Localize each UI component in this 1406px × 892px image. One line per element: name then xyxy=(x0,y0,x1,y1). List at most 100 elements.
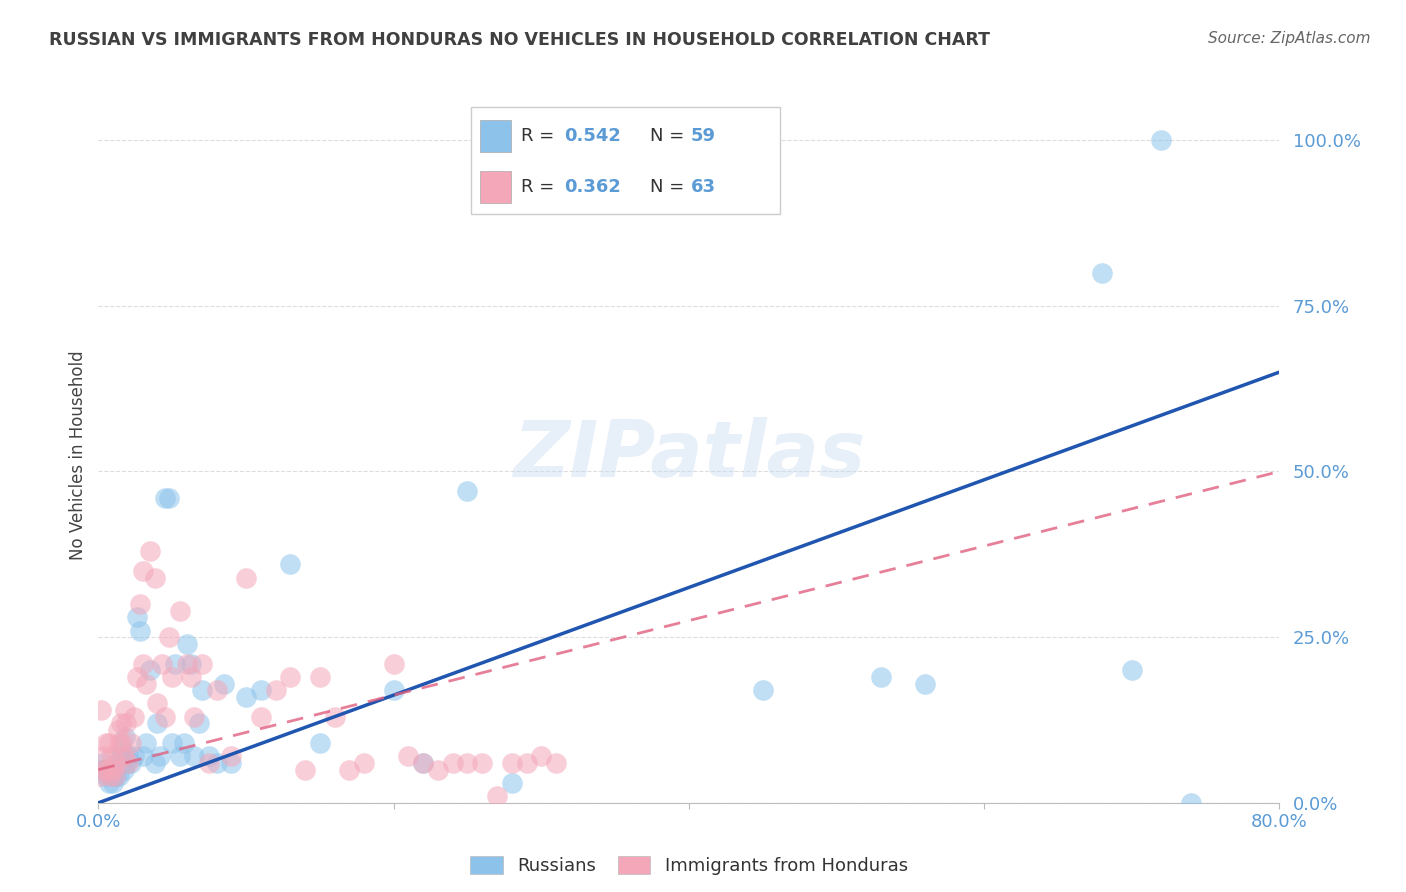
Point xyxy=(110,749,132,764)
Point xyxy=(323,709,346,723)
Point xyxy=(93,763,115,777)
Point xyxy=(97,736,120,750)
Point xyxy=(191,657,214,671)
Text: 59: 59 xyxy=(690,127,716,145)
Point xyxy=(111,743,134,757)
Point xyxy=(396,749,419,764)
Point xyxy=(212,676,235,690)
Point xyxy=(125,610,148,624)
Point xyxy=(108,769,131,783)
Point xyxy=(108,736,131,750)
Point xyxy=(165,657,187,671)
Point xyxy=(122,749,145,764)
Point xyxy=(125,670,148,684)
Point xyxy=(139,544,162,558)
Point xyxy=(143,570,166,584)
Point xyxy=(198,749,221,764)
Point xyxy=(309,670,332,684)
Point xyxy=(135,676,157,690)
Bar xyxy=(481,120,512,152)
Point xyxy=(146,716,169,731)
Point xyxy=(135,736,157,750)
Point xyxy=(205,756,228,770)
Point xyxy=(132,564,155,578)
Point xyxy=(486,789,509,804)
Point xyxy=(112,749,135,764)
Point xyxy=(94,769,117,783)
Point xyxy=(278,558,302,572)
Text: R =: R = xyxy=(520,127,560,145)
Point xyxy=(115,756,138,770)
Point xyxy=(869,670,891,684)
Point xyxy=(294,763,316,777)
Point xyxy=(176,657,198,671)
Text: Source: ZipAtlas.com: Source: ZipAtlas.com xyxy=(1208,31,1371,46)
Point xyxy=(149,749,172,764)
Point xyxy=(114,703,136,717)
Point xyxy=(382,657,405,671)
Point xyxy=(96,763,118,777)
Point xyxy=(122,709,145,723)
Point xyxy=(187,716,209,731)
Point xyxy=(235,570,257,584)
Point xyxy=(456,756,478,770)
Point xyxy=(90,703,112,717)
Text: 0.542: 0.542 xyxy=(564,127,620,145)
Point xyxy=(530,749,553,764)
Text: R =: R = xyxy=(520,178,560,196)
Point xyxy=(120,756,142,770)
Point xyxy=(157,630,180,644)
Point xyxy=(107,723,129,737)
Point xyxy=(501,756,523,770)
Point xyxy=(183,749,205,764)
Point xyxy=(427,763,450,777)
Point xyxy=(100,769,122,783)
Point xyxy=(198,756,221,770)
Y-axis label: No Vehicles in Household: No Vehicles in Household xyxy=(69,350,87,560)
Point xyxy=(91,756,114,770)
Text: 63: 63 xyxy=(690,178,716,196)
Point xyxy=(153,709,176,723)
Text: N =: N = xyxy=(651,127,690,145)
Point xyxy=(914,676,936,690)
Point xyxy=(180,670,202,684)
Point xyxy=(128,624,150,638)
Point xyxy=(169,749,191,764)
Point xyxy=(412,756,434,770)
Point xyxy=(100,749,122,764)
Point xyxy=(173,736,195,750)
Point xyxy=(157,491,180,505)
Point xyxy=(105,769,128,783)
Text: ZIPatlas: ZIPatlas xyxy=(513,417,865,493)
Point xyxy=(103,763,125,777)
Point xyxy=(219,749,242,764)
Point xyxy=(191,683,214,698)
Point xyxy=(97,776,120,790)
Point xyxy=(515,756,537,770)
Point xyxy=(456,484,478,499)
Text: 0.362: 0.362 xyxy=(564,178,620,196)
Point xyxy=(1150,133,1173,147)
Point xyxy=(112,763,135,777)
Point xyxy=(110,716,132,731)
Point xyxy=(382,683,405,698)
Point xyxy=(98,763,121,777)
Point xyxy=(91,749,114,764)
Point xyxy=(183,709,205,723)
Point xyxy=(132,657,155,671)
Point xyxy=(96,763,118,777)
Point xyxy=(107,756,129,770)
Point xyxy=(264,683,287,698)
Point xyxy=(205,683,228,698)
Point xyxy=(309,736,332,750)
Point xyxy=(337,763,360,777)
Point xyxy=(176,637,198,651)
Point xyxy=(353,756,375,770)
Point xyxy=(278,670,302,684)
Point xyxy=(94,736,117,750)
Point xyxy=(89,769,111,783)
Bar xyxy=(481,171,512,203)
Text: N =: N = xyxy=(651,178,690,196)
Point xyxy=(104,763,127,777)
Point xyxy=(250,709,273,723)
